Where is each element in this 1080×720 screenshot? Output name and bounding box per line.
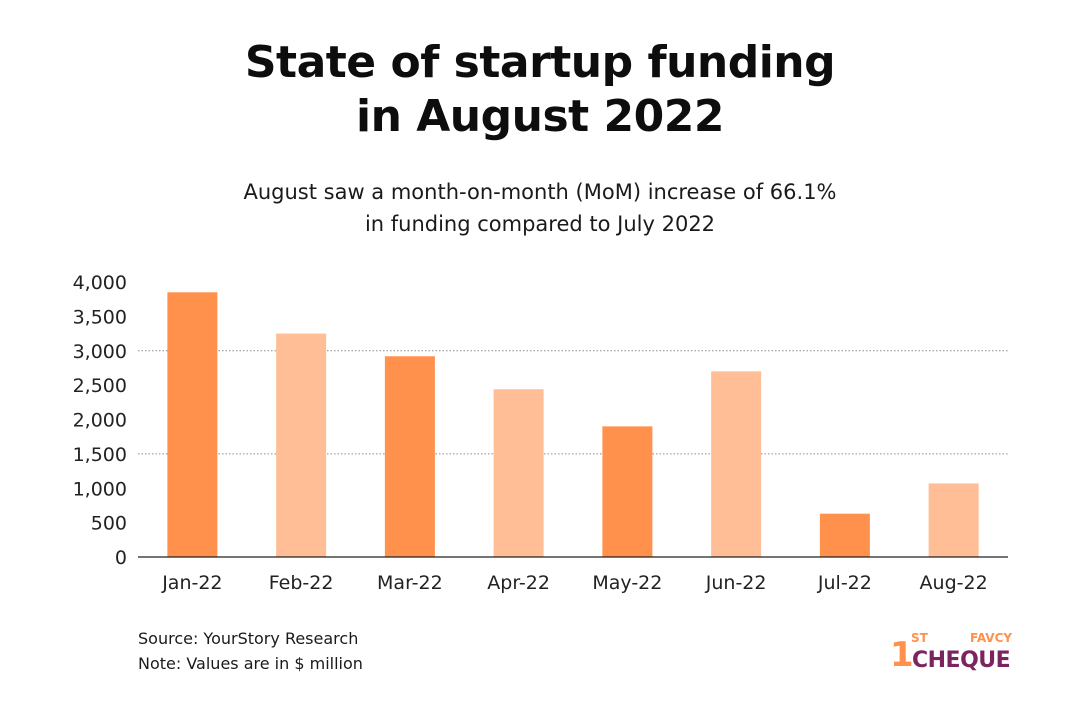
chart-footer: Source: YourStory Research Note: Values …: [138, 626, 363, 676]
source-note: Source: YourStory Research: [138, 629, 359, 648]
chart-subtitle: August saw a month-on-month (MoM) increa…: [0, 176, 1080, 240]
y-tick-label-500: 500: [91, 513, 127, 535]
gridlines: [138, 350, 1008, 455]
x-tick-label-mar-22: Mar-22: [377, 572, 443, 594]
x-tick-label-jun-22: Jun-22: [705, 572, 767, 594]
bar-jan-22: [167, 292, 218, 557]
chart-subtitle-line-1: August saw a month-on-month (MoM) increa…: [243, 180, 837, 204]
x-tick-label-jan-22: Jan-22: [161, 572, 222, 594]
y-tick-label-4000: 4,000: [73, 272, 127, 294]
y-tick-label-2500: 2,500: [73, 375, 127, 397]
logo-one: 1: [890, 635, 914, 672]
chart-title-line-2: in August 2022: [356, 91, 724, 142]
y-tick-label-2000: 2,000: [73, 410, 127, 432]
bar-mar-22: [384, 356, 435, 557]
x-tick-label-apr-22: Apr-22: [487, 572, 550, 594]
logo-favcy: FAVCY: [970, 631, 1012, 645]
chart-title-line-1: State of startup funding: [244, 37, 836, 88]
logo-cheque: CHEQUE: [912, 648, 1010, 672]
chart-title: State of startup funding in August 2022: [0, 36, 1080, 144]
bar-jun-22: [711, 371, 762, 557]
bar-jul-22: [819, 513, 870, 557]
bar-aug-22: [928, 483, 979, 557]
chart-subtitle-line-2: in funding compared to July 2022: [364, 212, 716, 236]
bar-apr-22: [493, 389, 544, 557]
y-tick-label-3000: 3,000: [73, 341, 127, 363]
y-tick-label-3500: 3,500: [73, 306, 127, 328]
x-tick-label-aug-22: Aug-22: [920, 572, 988, 594]
x-tick-label-jul-22: Jul-22: [817, 572, 872, 594]
bar-may-22: [602, 426, 653, 557]
x-tick-label-feb-22: Feb-22: [269, 572, 334, 594]
y-tick-label-1000: 1,000: [73, 478, 127, 500]
y-tick-label-0: 0: [115, 547, 127, 569]
y-tick-label-1500: 1,500: [73, 444, 127, 466]
bars: [167, 292, 979, 557]
x-axis-ticks: Jan-22 Feb-22 Mar-22 Apr-22 May-22 Jun-22 Jul-…: [161, 572, 987, 594]
x-tick-label-may-22: May-22: [592, 572, 662, 594]
values-note: Note: Values are in $ million: [138, 654, 363, 673]
y-axis-ticks: 0 500 1,000 1,500 2,000 2,500 3,000 3,500 4,000: [73, 272, 127, 569]
favcy-1st-cheque-logo: 1 ST FAVCY CHEQUE: [890, 631, 1012, 672]
logo-st: ST: [911, 631, 929, 645]
bar-feb-22: [276, 333, 327, 557]
